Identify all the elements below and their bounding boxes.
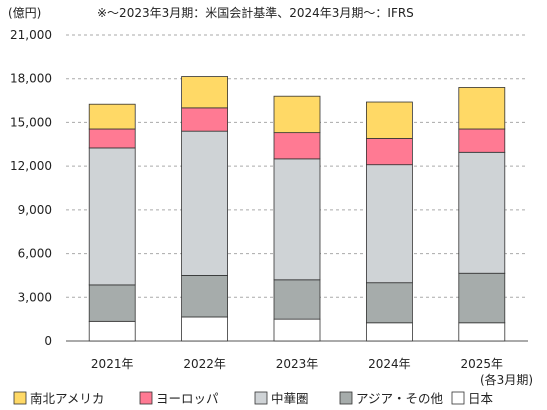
y-tick-label: 0: [44, 334, 52, 348]
legend-label: ヨーロッパ: [156, 391, 219, 406]
x-tick-label: 2023年: [276, 357, 319, 371]
bar-segment: [273, 279, 321, 320]
bar-segment: [181, 130, 229, 276]
legend-swatch: [139, 391, 153, 405]
bar-segment: [458, 151, 506, 274]
legend-label: アジア・その他: [356, 391, 444, 406]
bar-segment: [181, 107, 229, 132]
y-tick-label: 15,000: [10, 115, 52, 129]
legend-swatch: [339, 391, 353, 405]
bar-segment: [273, 132, 321, 160]
y-tick-label: 3,000: [18, 290, 52, 304]
bar-segment: [273, 158, 321, 281]
bar-segment: [458, 272, 506, 324]
legend: 南北アメリカ ヨーロッパ 中華圏 アジア・その他 日本: [13, 391, 494, 406]
y-axis-ticks: 0 3,000 6,000 9,000 12,000 15,000 18,000 21,000: [10, 28, 52, 348]
bar-segment: [88, 284, 136, 322]
bar-segment: [88, 320, 136, 342]
legend-label: 中華圏: [271, 391, 309, 406]
accounting-standard-note: ※～2023年3月期：米国会計基準、2024年3月期～：IFRS: [97, 5, 414, 20]
bar-segment: [181, 76, 229, 109]
y-tick-label: 12,000: [10, 159, 52, 173]
y-tick-label: 21,000: [10, 28, 52, 42]
x-axis-ticks: 2021年 2022年 2023年 2024年 2025年: [91, 357, 503, 371]
legend-label: 日本: [468, 391, 494, 406]
bar-segment: [88, 103, 136, 130]
x-tick-label: 2021年: [91, 357, 134, 371]
legend-swatch: [13, 391, 27, 405]
y-tick-label: 9,000: [18, 203, 52, 217]
legend-swatch: [254, 391, 268, 405]
bar-segment: [458, 322, 506, 342]
bar-segment: [365, 101, 413, 139]
y-tick-label: 18,000: [10, 72, 52, 86]
x-tick-label: 2022年: [183, 357, 226, 371]
bar-segment: [365, 282, 413, 324]
y-axis-unit-label: (億円): [8, 6, 41, 20]
bar-segment: [181, 275, 229, 318]
bar-segment: [365, 164, 413, 284]
bar-segment: [88, 128, 136, 149]
bar-segment: [365, 138, 413, 166]
bar-segment: [458, 128, 506, 153]
x-axis-unit-note: (各3月期): [480, 372, 533, 387]
bar-segment: [273, 318, 321, 342]
legend-label: 南北アメリカ: [30, 391, 104, 406]
bar-segment: [88, 147, 136, 286]
bars: [88, 76, 506, 342]
legend-swatch: [451, 391, 465, 405]
bar-segment: [365, 322, 413, 342]
bar-segment: [181, 316, 229, 342]
bar-segment: [273, 95, 321, 134]
x-tick-label: 2025年: [461, 357, 504, 371]
x-tick-label: 2024年: [368, 357, 411, 371]
bar-segment: [458, 87, 506, 130]
y-tick-label: 6,000: [18, 247, 52, 261]
